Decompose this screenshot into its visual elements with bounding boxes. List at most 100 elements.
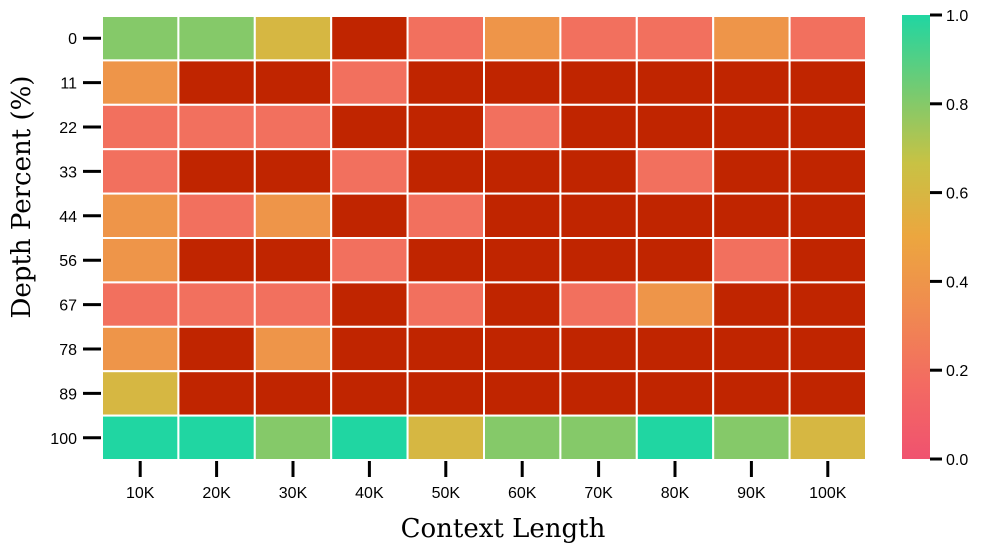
heatmap-cell <box>253 370 333 417</box>
heatmap-cell <box>253 281 333 328</box>
heatmap-cell <box>559 59 638 106</box>
y-tick-label: 67 <box>59 298 77 315</box>
heatmap-cell <box>559 237 638 284</box>
heatmap-cell <box>253 59 333 106</box>
heatmap-cell <box>406 281 486 328</box>
x-tick-label: 20K <box>202 485 231 502</box>
heatmap-cell <box>712 237 791 284</box>
heatmap-cell <box>559 148 638 195</box>
colorbar-tick-label: 0.4 <box>946 274 968 291</box>
colorbar: 0.0 0.2 0.4 0.6 0.8 1.0 <box>902 8 968 469</box>
heatmap-cell <box>635 237 715 284</box>
heatmap-cell <box>253 237 333 284</box>
heatmap-cell <box>406 237 486 284</box>
x-tick-label: 70K <box>584 485 613 502</box>
heatmap-cell <box>483 370 562 417</box>
heatmap-cell <box>101 15 180 62</box>
heatmap-cell <box>253 103 333 151</box>
heatmap-cell <box>483 281 562 328</box>
heatmap-cell <box>177 192 256 240</box>
heatmap-cell <box>635 103 715 151</box>
x-axis-title: Context Length <box>401 514 606 544</box>
y-tick-label: 56 <box>59 253 77 270</box>
heatmap-cell <box>330 281 409 328</box>
heatmap-cell <box>406 370 486 417</box>
heatmap-cell <box>177 148 256 195</box>
heatmap-cell <box>177 281 256 328</box>
heatmap-cell <box>330 15 409 62</box>
heatmap-cell <box>788 59 867 106</box>
heatmap-cell <box>330 414 409 462</box>
heatmap-cell <box>635 414 715 462</box>
colorbar-gradient <box>902 15 930 459</box>
heatmap-cell <box>177 370 256 417</box>
heatmap-cell <box>635 59 715 106</box>
heatmap-cell <box>483 148 562 195</box>
heatmap-cell <box>406 148 486 195</box>
y-tick-label: 44 <box>59 209 77 226</box>
x-axis: 10K 20K 30K 40K 50K 60K 70K 80K 90K 100K <box>126 461 847 502</box>
x-tick-label: 10K <box>126 485 155 502</box>
heatmap-cell <box>712 325 791 373</box>
heatmap-cell <box>635 325 715 373</box>
heatmap-cell <box>406 414 486 462</box>
heatmap-cell <box>253 325 333 373</box>
heatmap-cell <box>483 15 562 62</box>
heatmap-cell <box>177 237 256 284</box>
heatmap-cell <box>483 325 562 373</box>
heatmap-cell <box>559 325 638 373</box>
heatmap-cell <box>559 370 638 417</box>
y-tick-label: 33 <box>59 164 77 181</box>
heatmap-cell <box>788 281 867 328</box>
heatmap-cell <box>788 103 867 151</box>
heatmap-cell <box>788 15 867 62</box>
heatmap-cell <box>712 281 791 328</box>
heatmap-cell <box>330 103 409 151</box>
heatmap-cell <box>712 15 791 62</box>
colorbar-tick-label: 0.2 <box>946 363 968 380</box>
y-tick-label: 0 <box>68 31 77 48</box>
heatmap-cell <box>253 15 333 62</box>
heatmap-cell <box>330 237 409 284</box>
heatmap-cell <box>712 192 791 240</box>
heatmap-cell <box>406 103 486 151</box>
heatmap-cell <box>635 148 715 195</box>
heatmap-cell <box>406 15 486 62</box>
heatmap-cell <box>788 325 867 373</box>
y-tick-label: 89 <box>59 386 77 403</box>
heatmap-cell <box>788 192 867 240</box>
colorbar-tick-label: 0.8 <box>946 97 968 114</box>
heatmap-cell <box>101 414 180 462</box>
heatmap-cell <box>330 148 409 195</box>
heatmap-cell <box>788 237 867 284</box>
heatmap-cell <box>559 103 638 151</box>
heatmap-cell <box>712 59 791 106</box>
heatmap-cell <box>406 192 486 240</box>
heatmap-cell <box>559 15 638 62</box>
heatmap-cell <box>559 414 638 462</box>
y-tick-label: 78 <box>59 342 77 359</box>
heatmap-cell <box>253 192 333 240</box>
heatmap-cell <box>177 59 256 106</box>
colorbar-tick-label: 0.6 <box>946 186 968 203</box>
x-tick-label: 80K <box>661 485 690 502</box>
heatmap-cell <box>253 414 333 462</box>
y-tick-label: 11 <box>60 76 77 93</box>
heatmap-cell <box>177 103 256 151</box>
heatmap-cell <box>406 59 486 106</box>
heatmap-cell <box>483 103 562 151</box>
x-tick-label: 40K <box>355 485 384 502</box>
x-tick-label: 50K <box>432 485 461 502</box>
heatmap-cell <box>101 148 180 195</box>
heatmap-cell <box>712 148 791 195</box>
heatmap-cell <box>559 281 638 328</box>
heatmap-cell <box>177 325 256 373</box>
y-tick-label: 100 <box>50 431 77 448</box>
heatmap-cell <box>177 15 256 62</box>
heatmap-cell <box>559 192 638 240</box>
heatmap-cell <box>101 281 180 328</box>
x-tick-label: 30K <box>279 485 308 502</box>
heatmap-cell <box>712 370 791 417</box>
